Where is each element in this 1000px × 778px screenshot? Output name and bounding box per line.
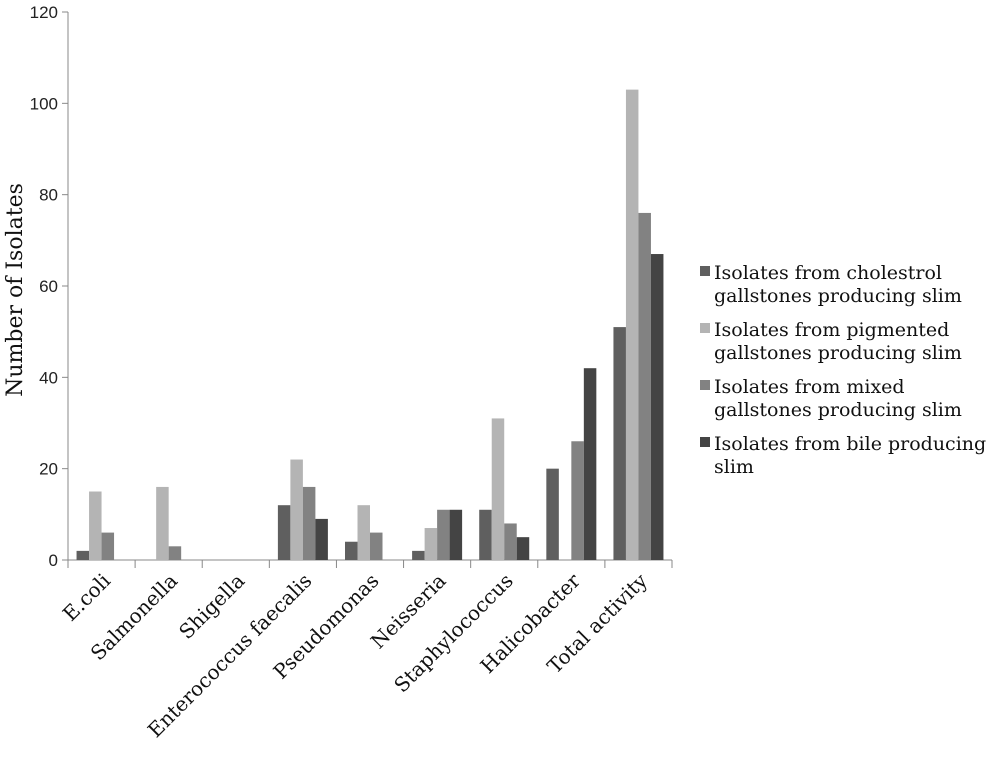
bar: [491, 418, 505, 560]
legend-label: slim: [714, 456, 754, 478]
bars: [76, 89, 664, 561]
bar: [424, 528, 438, 560]
bar: [437, 509, 450, 560]
bar: [277, 505, 291, 560]
bar: [76, 550, 90, 560]
legend-label: Isolates from mixed: [714, 376, 905, 398]
bar: [156, 486, 169, 560]
bar: [546, 468, 559, 560]
y-tick-label: 60: [39, 277, 58, 296]
bar: [449, 509, 463, 560]
y-tick-label: 120: [30, 3, 58, 22]
bar: [89, 491, 102, 560]
bar: [613, 327, 626, 560]
legend-label: gallstones producing slim: [714, 342, 962, 364]
bar: [571, 441, 584, 560]
bar: [583, 368, 597, 560]
y-tick-label: 80: [39, 186, 58, 205]
bar: [638, 212, 651, 560]
bar: [168, 546, 182, 560]
y-axis: 0 20 40 60 80 100 120: [30, 3, 69, 570]
legend-label: Isolates from bile producing: [714, 433, 986, 455]
bar: [345, 541, 358, 560]
bar: [315, 518, 328, 560]
legend-swatch: [700, 266, 710, 276]
legend-label: Isolates from pigmented: [714, 319, 949, 341]
bar: [516, 537, 530, 560]
bar: [650, 254, 664, 561]
bar: [290, 459, 303, 560]
bar: [302, 486, 316, 560]
legend-swatch: [700, 380, 710, 390]
legend-swatch: [700, 323, 710, 333]
x-tick-label: Staphylococcus: [389, 569, 518, 698]
legend-label: gallstones producing slim: [714, 399, 962, 421]
y-tick-label: 20: [39, 460, 58, 479]
bar: [504, 523, 517, 560]
bar: [412, 550, 425, 560]
y-tick-label: 0: [49, 551, 58, 570]
x-axis: [67, 559, 673, 568]
x-tick-label: E.coli: [58, 569, 115, 626]
bar: [101, 532, 115, 560]
bar: [370, 532, 383, 560]
y-axis-title: Number of Isolates: [3, 183, 28, 397]
legend-swatch: [700, 437, 710, 447]
legend-label: gallstones producing slim: [714, 285, 962, 307]
y-tick-label: 100: [30, 94, 58, 113]
bar: [625, 89, 639, 560]
bar: [479, 509, 492, 560]
legend-label: Isolates from cholestrol: [714, 262, 942, 284]
bar: [357, 505, 370, 560]
y-tick-label: 40: [39, 368, 58, 387]
